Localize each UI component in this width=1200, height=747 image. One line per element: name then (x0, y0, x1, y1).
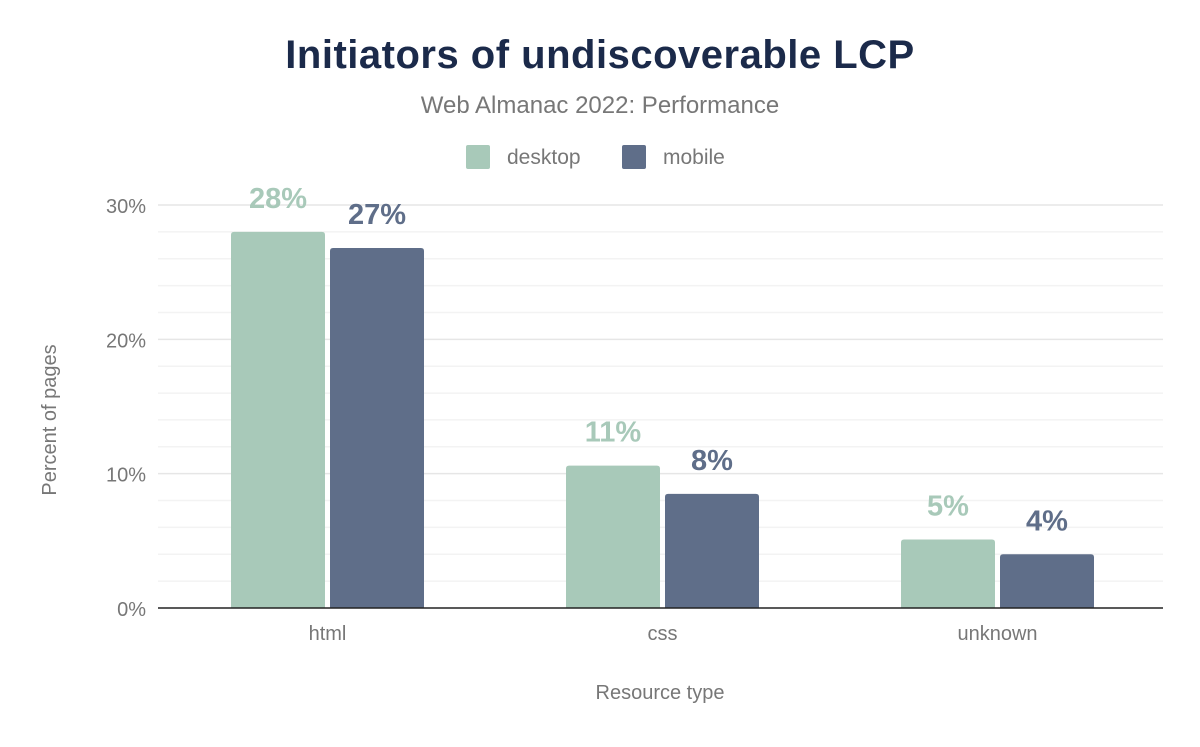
legend-swatch-mobile (622, 145, 646, 169)
legend-label-mobile: mobile (663, 146, 725, 169)
data-label-mobile-html: 27% (348, 199, 406, 231)
data-label-desktop-css: 11% (585, 417, 642, 449)
x-tick-label: unknown (957, 623, 1037, 645)
chart-subtitle: Web Almanac 2022: Performance (421, 92, 779, 119)
data-label-mobile-unknown: 4% (1026, 505, 1068, 537)
gridlines (158, 204, 1163, 582)
bar-mobile-unknown (1000, 554, 1094, 608)
data-label-desktop-unknown: 5% (927, 490, 969, 522)
data-label-desktop-html: 28% (249, 183, 307, 215)
y-tick-label: 0% (117, 599, 146, 621)
bars: 28% 27% 11% 8% 5% 4% (231, 183, 1094, 608)
x-axis-label: Resource type (596, 682, 725, 704)
y-axis-label: Percent of pages (39, 344, 61, 495)
data-label-mobile-css: 8% (691, 445, 733, 477)
chart-title: Initiators of undiscoverable LCP (285, 33, 914, 77)
bar-desktop-unknown (901, 539, 995, 608)
bar-desktop-css (566, 465, 660, 608)
x-tick-label: css (648, 623, 678, 645)
y-axis-ticks: 0% 10% 20% 30% (106, 196, 146, 621)
y-tick-label: 10% (106, 465, 146, 487)
bar-mobile-css (665, 493, 759, 608)
bar-desktop-html (231, 231, 325, 608)
x-tick-label: html (309, 623, 347, 645)
legend-label-desktop: desktop (507, 146, 581, 169)
x-axis-ticks: html css unknown (309, 623, 1038, 645)
legend: desktop mobile (466, 145, 725, 169)
legend-swatch-desktop (466, 145, 490, 169)
y-tick-label: 20% (106, 330, 146, 352)
y-tick-label: 30% (106, 196, 146, 218)
bar-mobile-html (330, 247, 424, 608)
